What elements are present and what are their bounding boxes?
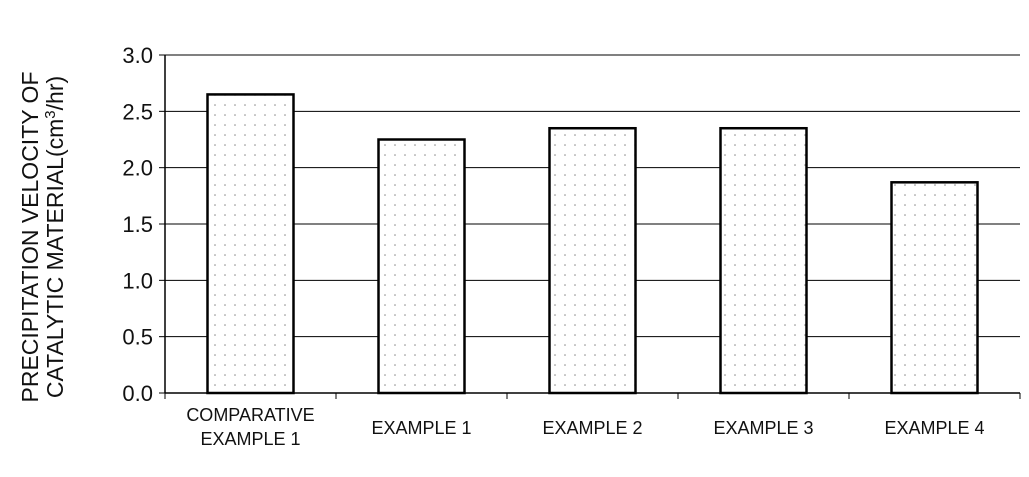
x-axis-labels: COMPARATIVE EXAMPLE 1 EXAMPLE 1 EXAMPLE 2 EX… xyxy=(186,405,984,449)
y-tick-label: 1.5 xyxy=(122,212,153,237)
bar xyxy=(208,94,294,393)
y-axis-title: PRECIPITATION VELOCITY OF CATALYTIC MATE… xyxy=(17,72,68,403)
x-tick-label: EXAMPLE 1 xyxy=(200,429,300,449)
x-tick-label: EXAMPLE 3 xyxy=(713,418,813,438)
y-tick-label: 2.0 xyxy=(122,156,153,181)
y-tick-label: 0.5 xyxy=(122,325,153,350)
bar xyxy=(721,128,807,393)
bar xyxy=(892,182,978,393)
y-tick-label: 0.0 xyxy=(122,381,153,406)
bars xyxy=(208,94,978,393)
y-tick-label: 1.0 xyxy=(122,268,153,293)
y-axis-title-line-2: CATALYTIC MATERIAL(cm3/hr) xyxy=(42,76,69,398)
x-tick-label: EXAMPLE 1 xyxy=(371,418,471,438)
y-axis-title-line-1: PRECIPITATION VELOCITY OF xyxy=(17,72,43,403)
bar xyxy=(379,140,465,394)
x-tick-label: EXAMPLE 2 xyxy=(542,418,642,438)
x-tick-label: EXAMPLE 4 xyxy=(884,418,984,438)
y-axis-ticks: 0.0 0.5 1.0 1.5 2.0 2.5 3.0 xyxy=(122,43,165,406)
bar xyxy=(550,128,636,393)
y-tick-label: 3.0 xyxy=(122,43,153,68)
x-tick-label: COMPARATIVE xyxy=(186,405,314,425)
y-tick-label: 2.5 xyxy=(122,99,153,124)
